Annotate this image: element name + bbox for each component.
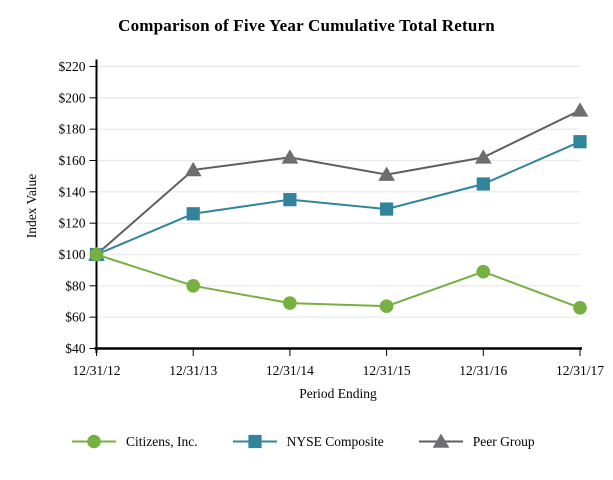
y-tick-label: $120 (59, 216, 86, 231)
x-tick-label: 12/31/15 (363, 363, 411, 378)
chart-legend: Citizens, Inc. NYSE Composite Peer Group (71, 433, 535, 450)
data-point-marker (283, 296, 297, 310)
legend-label-peer-group: Peer Group (472, 433, 535, 449)
data-point-marker (379, 299, 394, 314)
y-tick-label: $60 (65, 310, 86, 325)
legend-label-nyse-composite: NYSE Composite (286, 433, 384, 449)
y-tick-label: $220 (59, 59, 86, 74)
data-point-marker (474, 149, 492, 164)
y-tick-label: $140 (59, 184, 86, 199)
data-point-marker (281, 149, 299, 164)
x-tick-label: 12/31/16 (459, 363, 507, 378)
gridlines (96, 65, 580, 318)
data-point-marker (476, 177, 490, 191)
data-point-marker (248, 434, 262, 449)
triangle-marker-icon (418, 433, 463, 448)
series-citizens-inc (89, 247, 587, 315)
data-point-marker (186, 207, 200, 221)
tick-labels: $40 $60 $80 $100 $120 $140 $160 $180 $200 $220 12/… (59, 59, 605, 378)
y-tick-label: $180 (59, 122, 86, 137)
x-tick-label: 12/31/14 (266, 363, 314, 378)
x-tick-label: 12/31/13 (169, 363, 217, 378)
circle-marker-icon (72, 434, 116, 449)
chart-title: Comparison of Five Year Cumulative Total… (118, 16, 495, 35)
x-axis-title: Period Ending (299, 386, 377, 401)
data-point-marker (87, 434, 101, 449)
data-point-marker (184, 161, 202, 177)
x-tick-label: 12/31/12 (72, 363, 120, 378)
y-tick-label: $200 (59, 90, 86, 105)
y-tick-label: $80 (65, 278, 86, 293)
y-tick-label: $40 (65, 341, 86, 356)
data-point-marker (432, 433, 450, 448)
series-nyse-composite (89, 135, 587, 262)
legend-item-peer-group: Peer Group (418, 433, 535, 450)
data-point-marker (378, 166, 395, 181)
data-point-marker (186, 279, 200, 293)
legend-item-citizens-inc: Citizens, Inc. (71, 433, 198, 450)
data-point-marker (380, 202, 394, 216)
axes (89, 59, 582, 356)
series-peer-group (88, 102, 589, 261)
legend-label-citizens-inc: Citizens, Inc. (126, 433, 198, 449)
legend-item-nyse-composite: NYSE Composite (232, 433, 384, 450)
y-tick-label: $160 (59, 153, 86, 168)
data-point-marker (571, 102, 589, 117)
data-point-marker (573, 135, 587, 149)
data-point-marker (476, 264, 491, 279)
data-point-marker (89, 247, 104, 262)
data-point-marker (573, 300, 587, 315)
square-marker-icon (232, 434, 277, 449)
data-point-marker (283, 193, 297, 207)
x-tick-label: 12/31/17 (556, 363, 604, 378)
y-tick-label: $100 (59, 247, 86, 262)
